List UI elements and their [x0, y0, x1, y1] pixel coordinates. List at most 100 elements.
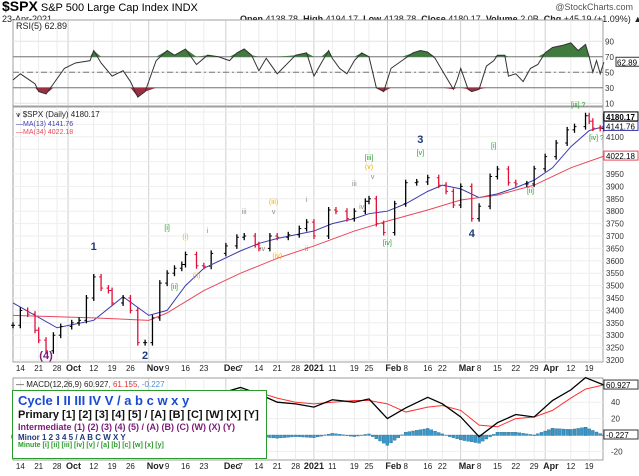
x-tick-label: 12	[89, 462, 98, 471]
macd-histogram-bar	[418, 429, 423, 436]
macd-histogram-bar	[503, 432, 507, 436]
panel-price	[12, 106, 604, 363]
macd-histogram-bar	[594, 431, 599, 436]
wave-label: (ii)	[193, 273, 201, 280]
macd-histogram-bar	[440, 433, 445, 436]
chart-date: 23-Apr-2021	[2, 14, 53, 24]
price-tick-label: 3650	[606, 244, 624, 253]
wave-label: v	[272, 209, 276, 216]
macd-histogram-bar	[528, 434, 533, 436]
macd-histogram-bar	[569, 429, 573, 436]
macd-histogram-bar	[459, 434, 463, 441]
macd-title-part: — MACD(12,26,9) 60.927	[16, 380, 109, 389]
x-tick-label: 16	[181, 364, 190, 373]
rsi-tick-label: 30	[605, 84, 614, 93]
x-tick-label: 14	[254, 462, 263, 471]
chart-title: $SPX S&P 500 Large Cap Index INDX	[2, 0, 198, 15]
price-tick-label: 3700	[606, 232, 624, 241]
macd-histogram-bar	[470, 434, 474, 443]
brand-logo[interactable]: @StockCharts.com	[555, 2, 633, 12]
wave-label: (iii)	[269, 199, 278, 206]
ma-legend: —MA(13) 4141.76	[16, 121, 73, 128]
macd-title-part: , 61.155	[109, 380, 138, 389]
macd-histogram-bar	[506, 432, 511, 436]
macd-histogram-bar	[521, 433, 525, 436]
macd-histogram-bar	[492, 434, 496, 436]
wave-label: [iii]	[365, 155, 374, 162]
rsi-line	[12, 42, 605, 98]
macd-histogram-bar	[275, 434, 279, 439]
price-title: ⩛ $SPX (Daily) 4180.17	[16, 110, 100, 119]
macd-histogram-bar	[572, 428, 577, 436]
legend-minor: Minor 1 2 3 4 5 / A B C W X Y	[18, 432, 126, 442]
macd-histogram-bar	[587, 428, 591, 436]
price-tick-label: 3500	[606, 282, 624, 291]
wave-label: iii	[242, 209, 247, 216]
wave-label: (4)	[39, 350, 53, 362]
wave-label: [iv] ?	[589, 135, 604, 142]
macd-histogram-bar	[371, 434, 375, 437]
legend-intermediate: Intermediate (1) (2) (3) (4) (5) / (A) (…	[18, 421, 235, 432]
x-tick-label: 16	[181, 462, 190, 471]
exchange: INDX	[171, 2, 198, 14]
macd-histogram-bar	[558, 428, 562, 436]
x-tick-label: 28	[53, 364, 62, 373]
macd-histogram-bar	[495, 432, 500, 436]
wave-label: [iii] ?	[571, 102, 586, 109]
x-tick-label: 14	[16, 462, 25, 471]
macd-histogram-bar	[282, 434, 287, 438]
macd-histogram-bar	[473, 434, 478, 443]
macd-histogram-bar	[297, 434, 301, 437]
macd-histogram-bar	[301, 434, 305, 438]
last-value-box	[603, 379, 639, 390]
wave-label: i	[207, 228, 209, 235]
x-tick-label: 19	[350, 364, 359, 373]
macd-histogram-bar	[448, 434, 452, 437]
macd-histogram-bar	[341, 434, 345, 436]
macd-histogram-bar	[404, 432, 408, 436]
x-tick-label: 19	[350, 462, 359, 471]
x-tick-label: 15	[493, 364, 502, 373]
price-tick-label: 3550	[606, 269, 624, 278]
macd-histogram-bar	[415, 430, 419, 436]
macd-histogram-bar	[583, 427, 588, 436]
x-tick-label: 26	[126, 462, 135, 471]
x-tick-label: Mar	[459, 461, 476, 471]
x-tick-label: Oct	[66, 363, 81, 373]
x-tick-label: 25	[365, 364, 374, 373]
x-tick-label: 21	[34, 364, 43, 373]
x-tick-label: 25	[365, 462, 374, 471]
macd-histogram-bar	[319, 434, 323, 437]
x-tick-label: Apr	[543, 363, 559, 373]
x-tick-label: 8	[477, 364, 482, 373]
macd-histogram-bar	[455, 434, 459, 439]
legend-minute: Minute [i] [ii] [iii] [iv] [v] / [a] [b]…	[18, 442, 164, 450]
macd-histogram-bar	[429, 429, 434, 436]
price-tick-label: 3450	[606, 294, 624, 303]
macd-histogram-bar	[268, 434, 272, 438]
macd-histogram-bar	[591, 430, 595, 436]
macd-histogram-bar	[271, 434, 276, 439]
symbol: $SPX	[2, 0, 38, 14]
macd-histogram-bar	[426, 428, 430, 436]
x-tick-label: 9	[165, 462, 170, 471]
wave-label: (iv)	[272, 253, 282, 260]
x-tick-label: 7	[238, 364, 243, 373]
macd-histogram-bar	[385, 434, 389, 446]
rsi-overbought-fill	[13, 42, 604, 57]
x-tick-label: 19	[585, 364, 594, 373]
macd-histogram-bar	[565, 429, 569, 436]
macd-histogram-bar	[345, 434, 349, 436]
wave-label: [i]	[491, 143, 497, 150]
x-tick-label: 19	[108, 364, 117, 373]
x-tick-label: 21	[273, 364, 282, 373]
x-tick-label: 21	[34, 462, 43, 471]
macd-histogram-bar	[554, 428, 558, 436]
wave-label: iv	[260, 246, 266, 253]
x-tick-label: 16	[423, 462, 432, 471]
macd-histogram-bar	[312, 434, 316, 438]
price-tick-label: 3900	[606, 182, 624, 191]
ma34-line	[12, 155, 605, 321]
price-tick-label: 3750	[606, 220, 624, 229]
